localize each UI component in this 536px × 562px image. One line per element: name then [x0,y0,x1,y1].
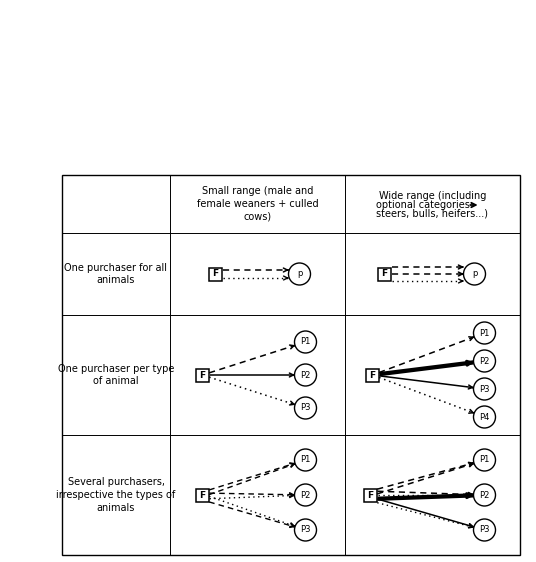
Text: P2: P2 [300,491,311,500]
Circle shape [288,263,310,285]
Text: P2: P2 [479,491,490,500]
Circle shape [294,519,316,541]
Text: p: p [297,270,302,279]
Text: F: F [368,491,374,500]
Text: optional categories:: optional categories: [376,200,473,210]
Text: F: F [199,370,206,379]
Bar [196,488,209,501]
Text: One purchaser per type
of animal: One purchaser per type of animal [58,364,174,387]
Text: F: F [369,370,376,379]
Text: P1: P1 [479,329,490,338]
Text: P2: P2 [479,356,490,365]
Text: P1: P1 [300,455,311,465]
Text: One purchaser for all
animals: One purchaser for all animals [64,262,167,285]
Bar [378,268,391,280]
Bar [62,175,520,555]
Circle shape [294,484,316,506]
Text: F: F [199,491,206,500]
Text: P2: P2 [300,370,311,379]
Bar [209,268,222,280]
Text: P1: P1 [479,455,490,465]
Circle shape [473,449,495,471]
Circle shape [464,263,486,285]
Circle shape [294,397,316,419]
Text: P3: P3 [479,525,490,534]
Circle shape [473,322,495,344]
Circle shape [473,378,495,400]
Bar [366,369,379,382]
Circle shape [294,331,316,353]
Circle shape [473,484,495,506]
Circle shape [294,449,316,471]
Text: Small range (male and
female weaners + culled
cows): Small range (male and female weaners + c… [197,186,318,222]
Text: steers, bulls, heifers...): steers, bulls, heifers...) [376,209,488,219]
Circle shape [294,364,316,386]
Text: P1: P1 [300,338,311,347]
Text: F: F [382,270,388,279]
Circle shape [473,519,495,541]
Circle shape [473,406,495,428]
Circle shape [473,350,495,372]
Text: P3: P3 [300,525,311,534]
Bar [364,488,377,501]
Text: p: p [472,270,477,279]
Text: P4: P4 [479,413,490,422]
Text: P3: P3 [300,404,311,413]
Text: F: F [212,270,219,279]
Text: P3: P3 [479,384,490,393]
Text: Wide range (including: Wide range (including [379,191,486,201]
Text: Several purchasers,
irrespective the types of
animals: Several purchasers, irrespective the typ… [56,477,176,513]
Bar [196,369,209,382]
